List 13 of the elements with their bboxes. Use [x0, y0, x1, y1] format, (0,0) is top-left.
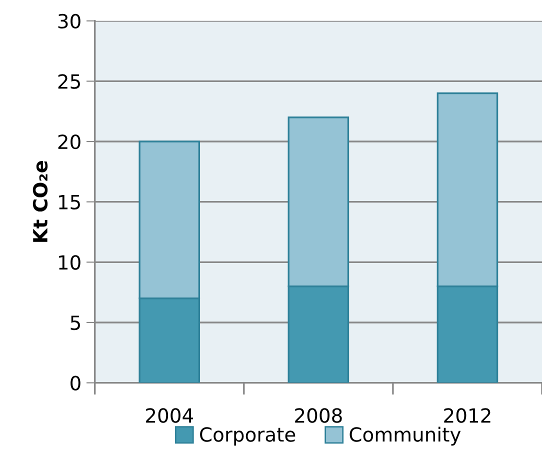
- y-axis-title: Kt CO₂e: [32, 160, 48, 242]
- x-tick-label: 2012: [444, 408, 490, 423]
- legend-label: Community: [350, 426, 461, 446]
- y-tick-label: 10: [59, 255, 80, 270]
- y-tick-label: 5: [70, 316, 80, 330]
- y-tick-label: 30: [58, 14, 80, 29]
- legend-label: Corporate: [200, 427, 296, 446]
- y-tick-label: 25: [58, 74, 80, 89]
- y-tick-label: 20: [58, 134, 80, 150]
- x-tick-label: 2004: [146, 408, 194, 423]
- x-tick-label: 2008: [295, 408, 342, 423]
- y-tick-label: 0: [70, 376, 80, 390]
- y-tick-label: 15: [59, 195, 80, 210]
